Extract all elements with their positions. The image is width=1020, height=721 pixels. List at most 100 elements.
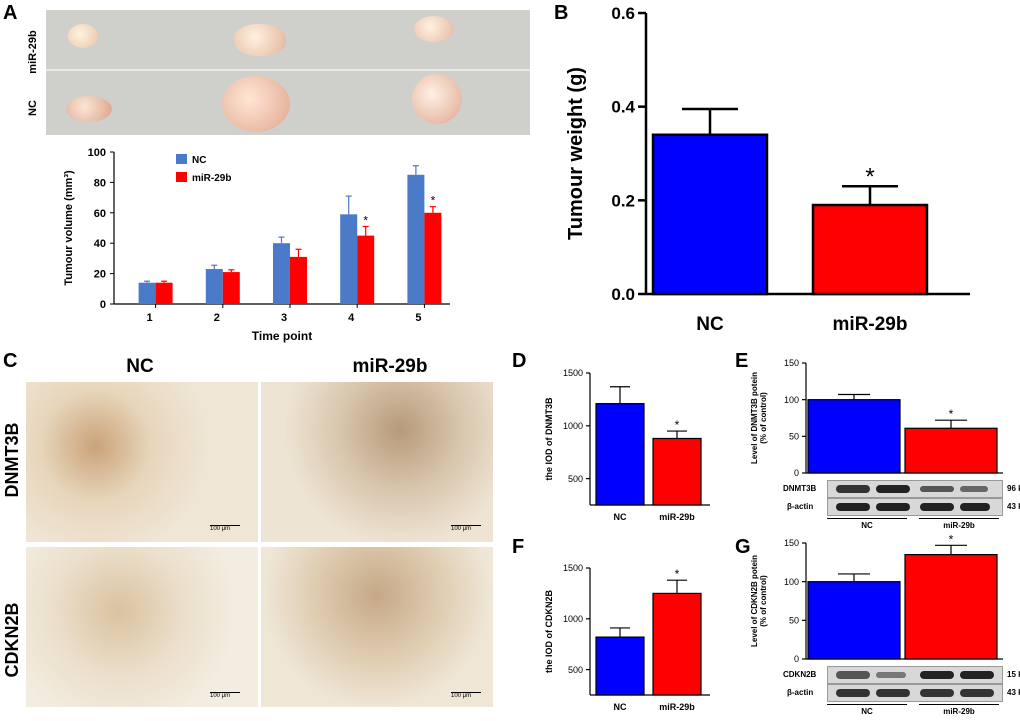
bar [340, 214, 358, 304]
significance-marker: * [949, 535, 954, 546]
y-tick-label: 40 [94, 238, 106, 250]
tumour-image [234, 24, 286, 56]
bar [595, 403, 645, 506]
ihc-image-nc-dnmt3b: 100 μm [26, 382, 258, 542]
bar [155, 282, 173, 304]
bar [138, 282, 156, 304]
x-tick-label: 4 [348, 312, 355, 324]
legend-swatch [176, 172, 187, 182]
y-tick-label: 50 [789, 615, 799, 625]
legend-swatch [176, 154, 187, 164]
column-header-nc: NC [126, 356, 154, 377]
chart-iod-cdkn2b: 500 1000 1500 the IOD of CDKN2B NC * miR-29b [544, 563, 710, 712]
blot-groups-e: NC miR-29b [827, 516, 1007, 536]
panel-label-g: G [735, 536, 751, 558]
blot-strip [827, 666, 1003, 684]
x-tick-label: miR-29b [659, 512, 695, 522]
scale-bar: 100 μm [210, 525, 240, 532]
tumour-image [412, 74, 462, 124]
y-tick-label: 20 [94, 269, 106, 281]
ihc-image-mir-cdkn2b: 100 μm [261, 547, 493, 707]
bar [273, 243, 290, 304]
chart-tumour-weight: 0.0 0.2 0.4 0.6 Tumour weight (g) NC * miR-29b [565, 4, 970, 335]
chart-iod-dnmt3b: 500 1000 1500 the IOD of DNMT3B NC * miR-29b [544, 368, 710, 522]
significance-marker: * [865, 163, 874, 190]
y-tick-label: 0.2 [611, 191, 635, 210]
y-axis-label: (% of control) [759, 392, 768, 444]
y-axis-label: the IOD of CDKN2B [544, 590, 554, 674]
x-tick-label: 3 [281, 312, 287, 324]
blot-size-protein: 15 kd [1007, 670, 1020, 679]
x-tick-label: NC [614, 512, 627, 522]
chart-tumour-volume: 0 20 40 60 80 100 Tumour volume (mm³) 1 2 3 4 * 5 * Ti… [63, 147, 450, 343]
y-tick-label: 150 [784, 538, 799, 548]
y-tick-label: 0 [794, 468, 799, 478]
y-tick-label: 80 [94, 177, 106, 189]
y-tick-label: 500 [568, 474, 583, 484]
y-axis-label: Level of CDKN2B potein [750, 555, 759, 647]
bar [205, 269, 223, 304]
y-axis-label: Level of DNMT3B potein [750, 372, 759, 464]
blot-label-control: β-actin [787, 502, 814, 511]
y-tick-label: 0.0 [611, 285, 635, 304]
row-label-cdkn2b: CDKN2B [2, 602, 22, 677]
y-tick-label: 0.6 [611, 4, 635, 23]
x-tick-label: 5 [415, 312, 421, 324]
panel-label-f: F [512, 536, 525, 558]
row-label-mir29b: miR-29b [27, 30, 39, 74]
y-tick-label: 0 [794, 654, 799, 664]
scale-bar: 100 μm [451, 692, 481, 699]
y-axis-label: Tumour weight (g) [565, 67, 587, 240]
significance-marker: * [675, 418, 680, 432]
blot-group-nc: NC [861, 707, 873, 716]
panel-label-a: A [3, 2, 18, 24]
bar [424, 212, 442, 304]
western-blot-g: CDKN2B β-actin 15 kd 43 kd [735, 666, 1020, 706]
blot-group-mir29b: miR-29b [943, 707, 975, 716]
y-tick-label: 60 [94, 208, 106, 220]
legend-label: NC [192, 155, 206, 166]
y-tick-label: 0.4 [611, 98, 635, 117]
bar [904, 427, 998, 474]
x-tick-label: miR-29b [833, 314, 908, 335]
western-blot-e: DNMT3B β-actin 96 kd 43 kd [735, 480, 1020, 520]
chart-dnmt3b-protein: 0 50 100 150 Level of DNMT3B potein (% of con… [750, 358, 1003, 478]
photo-row-labels: miR-29b NC [27, 30, 39, 116]
significance-marker: * [675, 567, 680, 581]
y-tick-label: 100 [88, 147, 106, 159]
tumour-image [68, 24, 98, 48]
y-tick-label: 150 [784, 358, 799, 368]
significance-marker: * [431, 194, 436, 208]
y-tick-label: 1000 [563, 614, 583, 624]
row-label-dnmt3b: DNMT3B [2, 423, 22, 498]
bar [652, 592, 702, 696]
bar [807, 399, 901, 474]
bar [407, 174, 425, 304]
tumour-image [222, 76, 290, 132]
y-tick-label: 100 [784, 395, 799, 405]
significance-marker: * [363, 213, 368, 227]
y-tick-label: 1500 [563, 368, 583, 378]
tumour-image [414, 16, 454, 42]
blot-size-control: 43 kd [1007, 688, 1020, 697]
significance-marker: * [949, 407, 954, 421]
row-label-nc: NC [27, 100, 39, 116]
x-tick-label: 2 [214, 312, 220, 324]
panel-label-c: C [3, 350, 18, 372]
y-axis-label: the IOD of DNMT3B [544, 397, 554, 480]
column-header-mir29b: miR-29b [352, 356, 428, 377]
ihc-grid: NC miR-29b DNMT3B CDKN2B 100 μm 100 μm 1… [0, 350, 500, 721]
y-tick-label: 100 [784, 577, 799, 587]
blot-size-protein: 96 kd [1007, 484, 1020, 493]
x-tick-label: NC [696, 314, 724, 335]
bar [595, 636, 645, 696]
y-tick-label: 50 [789, 431, 799, 441]
tumour-image [66, 96, 112, 122]
x-tick-label: 1 [147, 312, 153, 324]
panel-label-e: E [735, 350, 749, 372]
y-axis-label: Tumour volume (mm³) [63, 170, 75, 286]
ihc-image-mir-dnmt3b: 100 μm [261, 382, 493, 542]
scale-bar: 100 μm [451, 525, 481, 532]
blot-label-protein: CDKN2B [783, 670, 817, 679]
y-tick-label: 1500 [563, 563, 583, 573]
